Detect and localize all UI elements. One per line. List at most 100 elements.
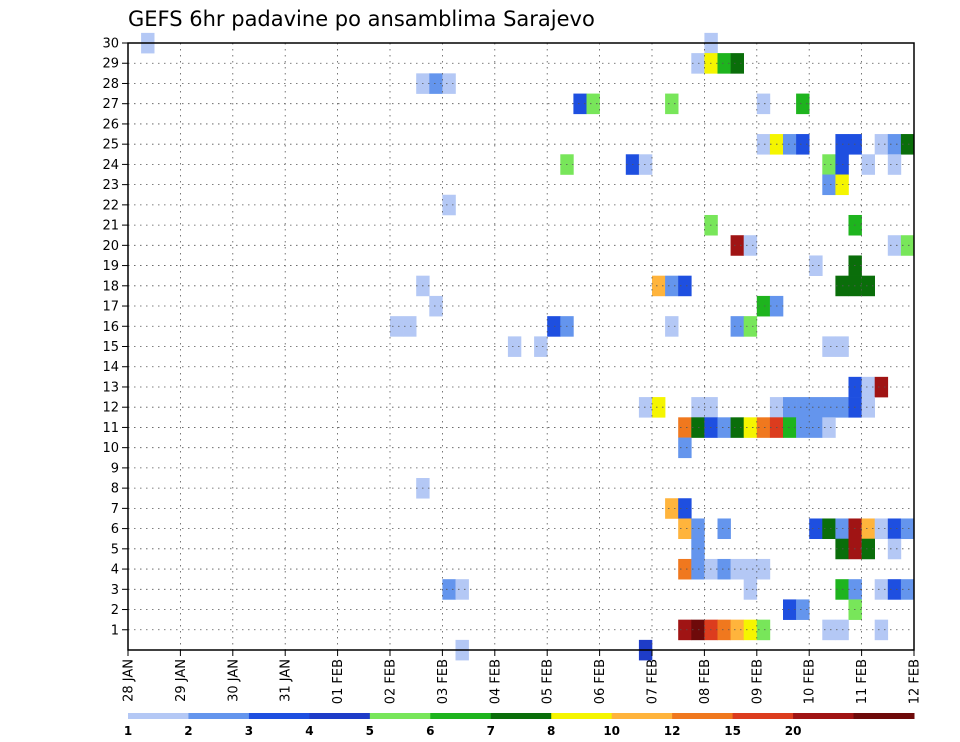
precip-cell xyxy=(743,619,758,641)
precip-cell xyxy=(874,134,889,155)
precip-cell xyxy=(756,93,771,115)
precip-cell xyxy=(822,417,836,438)
precip-cell xyxy=(756,619,771,641)
precip-cell xyxy=(678,619,692,641)
precip-cell xyxy=(730,558,744,580)
y-tick-label: 22 xyxy=(102,198,119,213)
precip-cell xyxy=(665,93,679,115)
x-tick-label: 30 JAN xyxy=(226,659,241,702)
y-tick-label: 15 xyxy=(102,340,119,355)
y-tick-label: 21 xyxy=(102,219,119,234)
y-tick-label: 9 xyxy=(111,461,119,476)
precip-cell xyxy=(730,619,744,641)
x-tick-label: 01 FEB xyxy=(331,659,346,704)
colorbar-label: 2 xyxy=(184,724,192,738)
precip-cell xyxy=(822,336,836,357)
colorbar-segment xyxy=(611,713,673,719)
precip-cell xyxy=(678,558,692,580)
precip-cell xyxy=(861,397,875,418)
precip-cell xyxy=(809,518,823,540)
x-tick-label: 06 FEB xyxy=(593,659,608,704)
x-tick-label: 05 FEB xyxy=(541,659,556,704)
precip-cell xyxy=(717,53,731,74)
precip-cell xyxy=(822,518,836,540)
precip-cell xyxy=(652,275,666,297)
precip-cell xyxy=(822,174,836,196)
precip-cell xyxy=(783,599,797,620)
precip-cell xyxy=(717,518,731,540)
precip-cell xyxy=(822,154,836,175)
precip-cell xyxy=(638,154,653,175)
precip-cell xyxy=(783,417,797,438)
precip-cell xyxy=(900,134,914,155)
y-tick-label: 27 xyxy=(102,97,119,112)
precip-cell xyxy=(874,579,889,600)
precip-cell xyxy=(874,619,889,641)
precip-cell xyxy=(730,235,744,256)
precip-cell xyxy=(861,538,875,560)
precip-cell xyxy=(507,336,522,357)
colorbar-label: 1 xyxy=(124,724,132,738)
y-tick-label: 12 xyxy=(102,401,119,416)
precip-cell xyxy=(665,498,679,519)
y-tick-label: 10 xyxy=(102,441,119,456)
colorbar-segment xyxy=(369,713,431,719)
precip-cell xyxy=(743,579,758,600)
x-tick-label: 12 FEB xyxy=(908,659,923,704)
x-tick-label: 07 FEB xyxy=(646,659,661,704)
x-tick-label: 04 FEB xyxy=(488,659,503,704)
precip-cell xyxy=(403,316,417,337)
precip-cell xyxy=(678,417,692,438)
colorbar-label: 5 xyxy=(366,724,374,738)
precip-cell xyxy=(887,579,902,600)
precip-cell xyxy=(887,235,902,256)
y-tick-label: 16 xyxy=(102,320,119,335)
precip-cell xyxy=(730,417,744,438)
y-tick-label: 8 xyxy=(111,482,119,497)
precip-cell xyxy=(809,417,823,438)
precip-cell xyxy=(678,518,692,540)
colorbar-segment xyxy=(672,713,734,719)
colorbar-segment xyxy=(732,713,794,719)
precip-cell xyxy=(743,316,758,337)
y-tick-label: 14 xyxy=(102,360,119,375)
y-tick-label: 17 xyxy=(102,300,119,315)
y-tick-label: 23 xyxy=(102,178,119,193)
precip-cell xyxy=(900,518,914,540)
colorbar-segment xyxy=(128,713,189,719)
y-tick-label: 20 xyxy=(102,239,119,254)
precip-cell xyxy=(717,619,731,641)
x-tick-label: 10 FEB xyxy=(803,659,818,704)
precip-cell xyxy=(900,235,914,256)
chart-title: GEFS 6hr padavine po ansamblima Sarajevo xyxy=(128,7,595,31)
precip-cell xyxy=(665,316,679,337)
precip-cell xyxy=(573,93,587,115)
precip-cell xyxy=(429,295,443,317)
colorbar-segment xyxy=(248,713,310,719)
precip-cell xyxy=(678,498,692,519)
precip-cell xyxy=(730,53,744,74)
y-tick-label: 2 xyxy=(111,603,119,618)
colorbar-segment xyxy=(793,713,855,719)
x-tick-label: 03 FEB xyxy=(436,659,451,704)
colorbar-label: 20 xyxy=(785,724,802,738)
precip-cell xyxy=(638,397,653,418)
grid-layer xyxy=(127,42,915,650)
precip-cell xyxy=(796,93,810,115)
y-tick-label: 6 xyxy=(111,522,119,537)
colorbar-label: 8 xyxy=(547,724,555,738)
precip-cell xyxy=(665,275,679,297)
precip-cell xyxy=(887,518,902,540)
precip-cell xyxy=(796,134,810,155)
y-tick-label: 7 xyxy=(111,502,119,517)
x-tick-label: 09 FEB xyxy=(750,659,765,704)
y-tick-label: 19 xyxy=(102,259,119,274)
precip-cell xyxy=(900,579,914,600)
precip-cell xyxy=(717,558,731,580)
y-tick-label: 11 xyxy=(102,421,119,436)
colorbar-label: 3 xyxy=(245,724,253,738)
precip-cell xyxy=(743,417,758,438)
precip-cell xyxy=(743,235,758,256)
y-tick-label: 5 xyxy=(111,542,119,557)
precip-cell xyxy=(796,397,810,418)
